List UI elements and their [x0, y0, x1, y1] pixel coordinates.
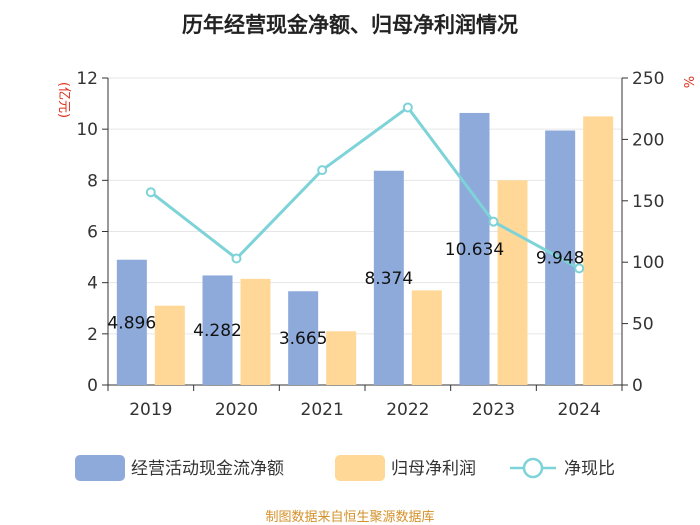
left-tick-label: 12: [76, 69, 98, 89]
bar-net-profit-2023: [497, 180, 528, 385]
legend-label-cashflow: 经营活动现金流净额: [131, 459, 284, 479]
x-tick-label: 2020: [215, 400, 258, 420]
bar-cashflow-2023: [459, 112, 490, 385]
left-axis-label: (亿元): [56, 82, 71, 118]
data-label-cashflow-2024: 9.948: [536, 249, 585, 269]
data-label-cashflow-2021: 3.665: [279, 329, 328, 349]
data-label-cashflow-2019: 4.896: [107, 313, 156, 333]
ratio-point-2020: [231, 253, 242, 264]
bar-net-profit-2022: [411, 290, 442, 385]
bars: [116, 112, 614, 385]
left-tick-label: 10: [76, 120, 98, 140]
right-axis-label: %: [680, 76, 695, 88]
bar-net-profit-2021: [326, 331, 357, 385]
data-label-cashflow-2022: 8.374: [364, 269, 413, 289]
right-tick-label: 150: [632, 192, 664, 212]
ratio-point-2023: [488, 216, 499, 227]
data-label-cashflow-2023: 10.634: [445, 240, 504, 260]
data-labels: 4.896 4.282 3.665 8.374 10.634 9.948: [107, 240, 584, 349]
legend: 经营活动现金流净额 归母净利润 净现比: [75, 455, 615, 481]
bar-cashflow-2022: [373, 170, 404, 385]
right-tick-label: 0: [632, 376, 643, 396]
left-tick-label: 8: [87, 171, 98, 191]
right-tick-label: 200: [632, 130, 664, 150]
legend-marker-ratio: [522, 457, 544, 479]
ratio-line-path: [149, 105, 580, 270]
gridlines: [108, 77, 622, 335]
legend-label-net-profit: 归母净利润: [391, 459, 476, 479]
bar-cashflow-2021: [288, 291, 319, 385]
bar-net-profit-2024: [583, 116, 614, 385]
bar-cashflow-2019: [116, 259, 147, 385]
x-tick-label: 2019: [129, 400, 172, 420]
x-tick-label: 2023: [472, 400, 515, 420]
x-tick-label: 2021: [301, 400, 344, 420]
data-label-cashflow-2020: 4.282: [193, 321, 242, 341]
chart-title: 历年经营现金净额、归母净利润情况: [182, 13, 518, 37]
x-tick-label: 2024: [558, 400, 601, 420]
left-tick-label: 0: [87, 376, 98, 396]
right-tick-label: 100: [632, 253, 664, 273]
bar-cashflow-2020: [202, 275, 233, 385]
ratio-line: [145, 102, 585, 274]
right-tick-label: 50: [632, 315, 654, 335]
source-note: 制图数据来自恒生聚源数据库: [265, 509, 434, 525]
legend-swatch-cashflow: [75, 455, 125, 481]
legend-swatch-net-profit: [335, 455, 385, 481]
ratio-point-2019: [145, 187, 156, 198]
left-tick-label: 4: [87, 274, 98, 294]
right-tick-label: 250: [632, 69, 664, 89]
bar-net-profit-2020: [240, 278, 271, 385]
ratio-point-2024: [574, 263, 585, 274]
left-tick-label: 6: [87, 223, 98, 243]
x-tick-label: 2022: [386, 400, 429, 420]
ratio-point-2021: [317, 165, 328, 176]
legend-label-ratio: 净现比: [564, 459, 615, 479]
bar-net-profit-2019: [154, 305, 185, 385]
left-tick-label: 2: [87, 325, 98, 345]
ratio-point-2022: [402, 102, 413, 113]
axes: 0 2 4 6 8 10 12 0 50 100 150 200 250 2019 2020 2021 2022…: [76, 69, 664, 420]
